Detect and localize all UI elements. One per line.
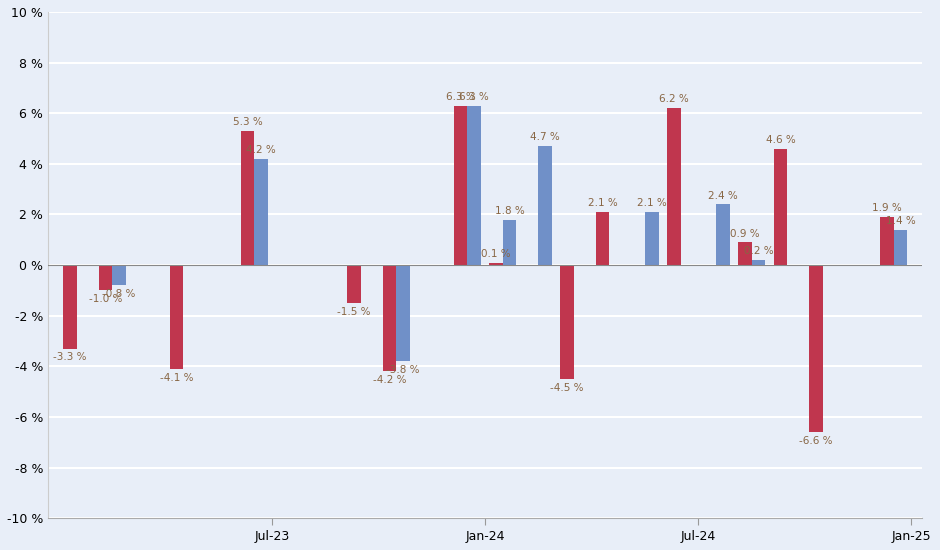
Text: 2.1 %: 2.1 %: [637, 198, 666, 208]
Text: -0.8 %: -0.8 %: [102, 289, 135, 299]
Bar: [738, 243, 752, 265]
Bar: [383, 265, 397, 371]
Bar: [63, 265, 76, 349]
Text: 4.6 %: 4.6 %: [765, 135, 795, 145]
Bar: [774, 148, 787, 265]
Text: 0.2 %: 0.2 %: [744, 246, 774, 256]
Text: -4.1 %: -4.1 %: [160, 373, 194, 383]
Bar: [347, 265, 361, 303]
Text: -3.3 %: -3.3 %: [53, 353, 86, 362]
Text: 4.7 %: 4.7 %: [530, 133, 560, 142]
Text: 0.1 %: 0.1 %: [481, 249, 511, 258]
Bar: [254, 159, 268, 265]
Bar: [503, 219, 516, 265]
Text: 5.3 %: 5.3 %: [232, 117, 262, 127]
Text: 6.3 %: 6.3 %: [460, 92, 489, 102]
Bar: [645, 212, 659, 265]
Text: -6.6 %: -6.6 %: [799, 436, 833, 446]
Bar: [241, 131, 254, 265]
Text: 1.9 %: 1.9 %: [872, 203, 901, 213]
Text: 6.2 %: 6.2 %: [659, 95, 689, 104]
Text: 2.4 %: 2.4 %: [708, 190, 738, 201]
Text: -3.8 %: -3.8 %: [386, 365, 420, 375]
Bar: [894, 230, 907, 265]
Bar: [560, 265, 574, 379]
Text: -4.2 %: -4.2 %: [373, 375, 406, 385]
Bar: [112, 265, 126, 285]
Bar: [467, 106, 481, 265]
Bar: [752, 260, 765, 265]
Text: 6.3 %: 6.3 %: [446, 92, 476, 102]
Text: 4.2 %: 4.2 %: [246, 145, 275, 155]
Text: 1.4 %: 1.4 %: [885, 216, 916, 226]
Bar: [170, 265, 183, 369]
Text: 2.1 %: 2.1 %: [588, 198, 618, 208]
Bar: [596, 212, 609, 265]
Bar: [809, 265, 822, 432]
Bar: [880, 217, 894, 265]
Text: 0.9 %: 0.9 %: [730, 228, 760, 239]
Bar: [539, 146, 552, 265]
Text: -4.5 %: -4.5 %: [551, 383, 584, 393]
Bar: [454, 106, 467, 265]
Bar: [667, 108, 681, 265]
Bar: [490, 262, 503, 265]
Bar: [716, 205, 729, 265]
Text: 1.8 %: 1.8 %: [494, 206, 525, 216]
Bar: [99, 265, 112, 290]
Text: -1.5 %: -1.5 %: [337, 307, 370, 317]
Text: -1.0 %: -1.0 %: [88, 294, 122, 304]
Bar: [397, 265, 410, 361]
